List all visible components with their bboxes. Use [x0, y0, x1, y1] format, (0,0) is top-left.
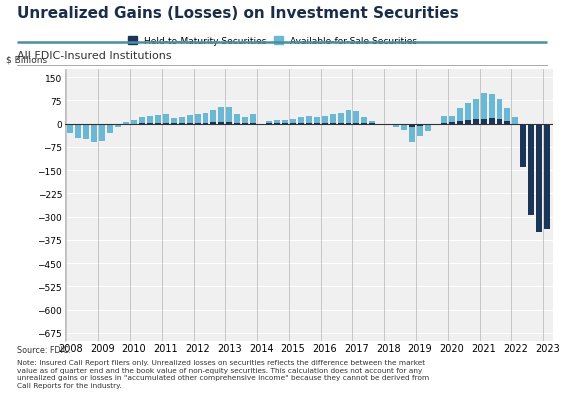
Bar: [163, 115, 169, 124]
Text: All FDIC-Insured Institutions: All FDIC-Insured Institutions: [17, 50, 171, 60]
Legend: Held-to-Maturity Securities, Available-for-Sale Securities: Held-to-Maturity Securities, Available-f…: [128, 37, 417, 46]
Bar: [393, 124, 399, 127]
Bar: [91, 124, 97, 126]
Bar: [417, 124, 423, 127]
Bar: [171, 119, 177, 124]
Bar: [385, 124, 391, 126]
Bar: [202, 123, 209, 124]
Bar: [481, 93, 487, 124]
Bar: [139, 118, 145, 124]
Bar: [226, 123, 232, 124]
Bar: [123, 123, 129, 124]
Text: Note: Insured Call Report filers only. Unrealized losses on securities reflects : Note: Insured Call Report filers only. U…: [17, 359, 429, 388]
Bar: [346, 123, 351, 124]
Bar: [362, 118, 367, 124]
Bar: [218, 107, 224, 124]
Bar: [513, 124, 518, 126]
Bar: [314, 118, 320, 124]
Bar: [385, 124, 391, 125]
Bar: [115, 124, 121, 127]
Bar: [536, 124, 542, 233]
Bar: [306, 116, 312, 124]
Bar: [83, 124, 89, 140]
Bar: [409, 124, 415, 128]
Bar: [401, 124, 407, 131]
Bar: [425, 124, 431, 132]
Bar: [210, 110, 217, 124]
Bar: [290, 120, 296, 124]
Bar: [131, 121, 137, 124]
Bar: [274, 121, 280, 124]
Bar: [234, 115, 240, 124]
Bar: [354, 112, 359, 124]
Bar: [202, 114, 209, 124]
Bar: [338, 114, 343, 124]
Bar: [433, 124, 439, 126]
Bar: [282, 121, 288, 124]
Bar: [76, 124, 81, 138]
Bar: [377, 124, 384, 126]
Bar: [195, 115, 201, 124]
Bar: [243, 118, 248, 124]
Bar: [544, 124, 550, 230]
Bar: [99, 124, 105, 141]
Bar: [329, 115, 336, 124]
Bar: [473, 100, 479, 124]
Bar: [481, 119, 487, 124]
Bar: [393, 124, 399, 125]
Bar: [250, 115, 256, 124]
Text: $ Billions: $ Billions: [6, 56, 47, 65]
Bar: [449, 116, 455, 124]
Bar: [218, 123, 224, 124]
Bar: [155, 116, 161, 124]
Bar: [521, 124, 526, 168]
Bar: [187, 116, 192, 124]
Bar: [449, 123, 455, 124]
Bar: [528, 124, 534, 131]
Bar: [99, 124, 105, 126]
Bar: [107, 124, 113, 133]
Bar: [504, 122, 510, 124]
Bar: [488, 119, 495, 124]
Bar: [521, 124, 526, 127]
Bar: [266, 122, 272, 124]
Bar: [321, 116, 328, 124]
Bar: [76, 124, 81, 125]
Bar: [528, 124, 534, 216]
Bar: [441, 116, 447, 124]
Bar: [457, 122, 462, 124]
Bar: [401, 124, 407, 126]
Bar: [488, 95, 495, 124]
Bar: [496, 100, 503, 124]
Bar: [504, 109, 510, 124]
Bar: [68, 124, 73, 133]
Text: Unrealized Gains (Losses) on Investment Securities: Unrealized Gains (Losses) on Investment …: [17, 6, 459, 21]
Bar: [457, 109, 462, 124]
Bar: [496, 119, 503, 124]
Bar: [346, 110, 351, 124]
Bar: [425, 124, 431, 126]
Bar: [473, 120, 479, 124]
Bar: [179, 118, 184, 124]
Bar: [513, 118, 518, 124]
Bar: [258, 124, 264, 126]
Bar: [226, 107, 232, 124]
Bar: [210, 123, 217, 124]
Bar: [147, 116, 153, 124]
Bar: [107, 124, 113, 125]
Bar: [465, 121, 471, 124]
Bar: [298, 118, 304, 124]
Text: Source: FDIC.: Source: FDIC.: [17, 345, 71, 354]
Bar: [544, 124, 550, 132]
Bar: [536, 124, 542, 133]
Bar: [417, 124, 423, 137]
Bar: [91, 124, 97, 143]
Bar: [68, 124, 73, 125]
Bar: [369, 122, 375, 124]
Bar: [465, 104, 471, 124]
Bar: [409, 124, 415, 143]
Bar: [83, 124, 89, 126]
